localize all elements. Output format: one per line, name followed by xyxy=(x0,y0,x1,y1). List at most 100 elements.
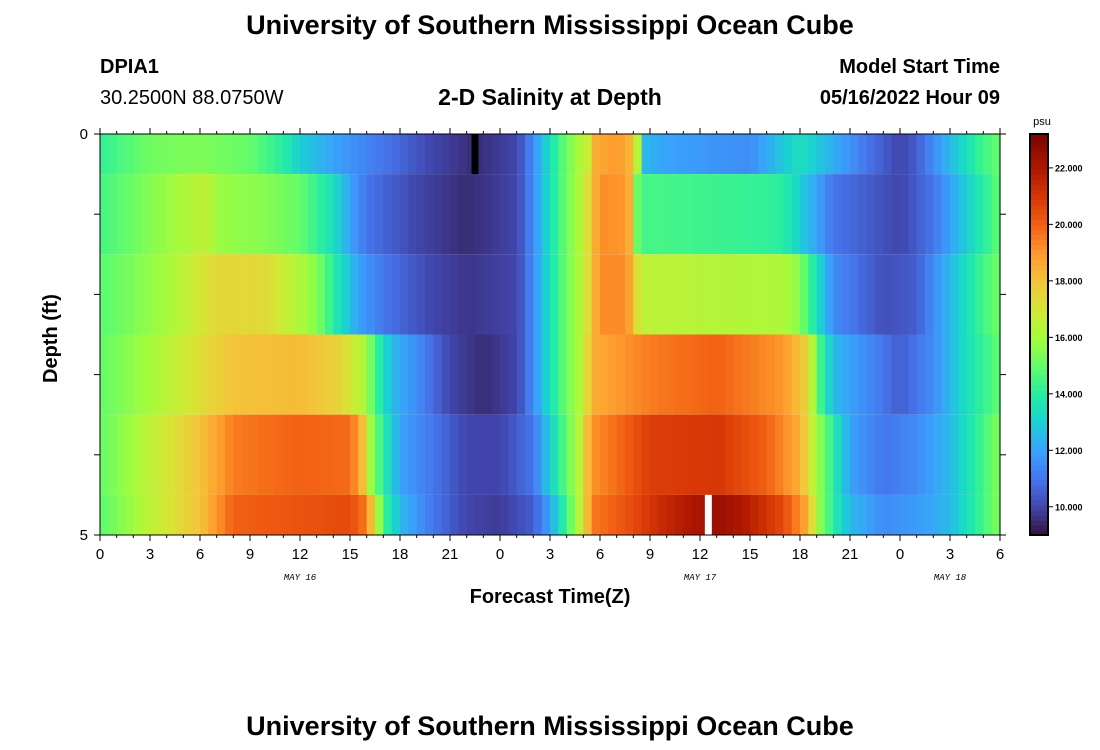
heatmap-cell-layer4 xyxy=(225,414,234,495)
heatmap-cell-layer0 xyxy=(583,134,593,175)
heatmap-cell-layer5 xyxy=(125,494,134,535)
heatmap-cell-layer3 xyxy=(308,334,318,415)
heatmap-cell-layer4 xyxy=(233,414,243,495)
heatmap-cell-layer5 xyxy=(166,494,176,535)
heatmap-cell-layer4 xyxy=(250,414,259,495)
heatmap-cell-layer0 xyxy=(333,134,343,175)
heatmap-cell-layer3 xyxy=(833,334,843,415)
heatmap-cell-layer4 xyxy=(858,414,868,495)
heatmap-cell-layer4 xyxy=(808,414,818,495)
heatmap-cell-layer1 xyxy=(191,174,201,255)
heatmap-cell-layer3 xyxy=(666,334,676,415)
heatmap-cell-layer4 xyxy=(125,414,134,495)
heatmap-cell-layer1 xyxy=(825,174,834,255)
heatmap-cell-layer2 xyxy=(200,254,209,335)
heatmap-cell-layer4 xyxy=(208,414,218,495)
colorbar-segment xyxy=(1030,169,1048,175)
colorbar-segment xyxy=(1030,309,1048,316)
heatmap-cell-layer2 xyxy=(616,254,626,335)
heatmap-cell-layer4 xyxy=(558,414,568,495)
heatmap-cell-layer1 xyxy=(483,174,493,255)
heatmap-cell-layer1 xyxy=(333,174,343,255)
heatmap-cell-layer1 xyxy=(250,174,259,255)
heatmap-cell-layer2 xyxy=(983,254,993,335)
heatmap-cell-layer0 xyxy=(466,134,476,175)
heatmap-cell-layer1 xyxy=(808,174,818,255)
colorbar-segment xyxy=(1030,449,1048,456)
heatmap-cell-layer1 xyxy=(750,174,759,255)
heatmap-cell-layer5 xyxy=(983,494,993,535)
heatmap-cell-layer2 xyxy=(475,254,484,335)
heatmap-cell-layer4 xyxy=(300,414,309,495)
x-tick-label: 21 xyxy=(842,546,859,563)
heatmap-cell-layer4 xyxy=(283,414,293,495)
heatmap-cell-layer3 xyxy=(825,334,834,415)
heatmap-cell-layer4 xyxy=(408,414,418,495)
heatmap-cell-layer3 xyxy=(341,334,351,415)
heatmap-cell-layer1 xyxy=(616,174,626,255)
heatmap-cell-layer3 xyxy=(558,334,568,415)
heatmap-cell-layer2 xyxy=(408,254,418,335)
heatmap-cell-layer5 xyxy=(625,494,634,535)
heatmap-cell-layer0 xyxy=(850,134,859,175)
heatmap-cell-layer4 xyxy=(741,414,751,495)
heatmap-cell-layer3 xyxy=(266,334,276,415)
heatmap-cell-layer1 xyxy=(725,174,734,255)
heatmap-cell-layer1 xyxy=(550,174,559,255)
colorbar-segment xyxy=(1030,469,1048,476)
heatmap-cell-layer3 xyxy=(383,334,393,415)
heatmap-cell-layer3 xyxy=(366,334,376,415)
heatmap-cell-layer4 xyxy=(866,414,876,495)
colorbar-tick-label: 20.000 xyxy=(1055,220,1083,230)
heatmap-cell-layer4 xyxy=(966,414,976,495)
colorbar-tick-label: 16.000 xyxy=(1055,333,1083,343)
heatmap-cell-layer1 xyxy=(433,174,443,255)
heatmap-cell-layer3 xyxy=(725,334,734,415)
heatmap-cell-layer4 xyxy=(908,414,918,495)
heatmap-cell-layer0 xyxy=(941,134,951,175)
heatmap-cell-layer2 xyxy=(641,254,651,335)
heatmap-cell-layer5 xyxy=(791,494,801,535)
colorbar-segment xyxy=(1030,264,1048,270)
heatmap-cell-layer0 xyxy=(541,134,551,175)
colorbar-segment xyxy=(1030,134,1048,140)
heatmap-cell-layer2 xyxy=(391,254,401,335)
heatmap-cell-layer0 xyxy=(491,134,501,175)
x-tick-label: 21 xyxy=(442,546,459,563)
colorbar-segment xyxy=(1030,144,1048,150)
heatmap-cell-layer2 xyxy=(833,254,843,335)
heatmap-cell-layer1 xyxy=(208,174,218,255)
page-title: University of Southern Mississippi Ocean… xyxy=(246,10,854,40)
heatmap-cell-layer3 xyxy=(858,334,868,415)
heatmap-cell-layer5 xyxy=(516,494,526,535)
heatmap-cell-layer1 xyxy=(216,174,226,255)
heatmap-cell-layer2 xyxy=(233,254,243,335)
colorbar-segment xyxy=(1030,249,1048,255)
colorbar-segment xyxy=(1030,439,1048,446)
heatmap-cell-layer0 xyxy=(725,134,734,175)
heatmap-cell-layer2 xyxy=(333,254,343,335)
heatmap-cell-layer1 xyxy=(533,174,543,255)
colorbar-segment xyxy=(1030,274,1048,280)
heatmap-cell-layer1 xyxy=(650,174,659,255)
heatmap-cell-layer4 xyxy=(666,414,676,495)
heatmap-cell-layer3 xyxy=(866,334,876,415)
heatmap-cell-layer2 xyxy=(341,254,351,335)
heatmap-cell-layer5 xyxy=(366,494,376,535)
heatmap-cell-layer5 xyxy=(775,494,784,535)
colorbar-unit: psu xyxy=(1033,116,1051,128)
heatmap-cell-layer1 xyxy=(116,174,126,255)
heatmap-cell-layer5 xyxy=(683,494,693,535)
heatmap-cell-layer3 xyxy=(600,334,609,415)
heatmap-cell-layer2 xyxy=(458,254,468,335)
heatmap-cell-layer4 xyxy=(900,414,909,495)
heatmap-cell-layer2 xyxy=(633,254,643,335)
heatmap-cell-layer0 xyxy=(733,134,743,175)
heatmap-cell-layer1 xyxy=(683,174,693,255)
heatmap-cell-layer4 xyxy=(633,414,643,495)
heatmap-cell-layer1 xyxy=(150,174,159,255)
heatmap-cell-layer2 xyxy=(691,254,701,335)
heatmap-cell-layer5 xyxy=(558,494,568,535)
heatmap-cell-layer2 xyxy=(650,254,659,335)
heatmap-cell-layer0 xyxy=(358,134,368,175)
